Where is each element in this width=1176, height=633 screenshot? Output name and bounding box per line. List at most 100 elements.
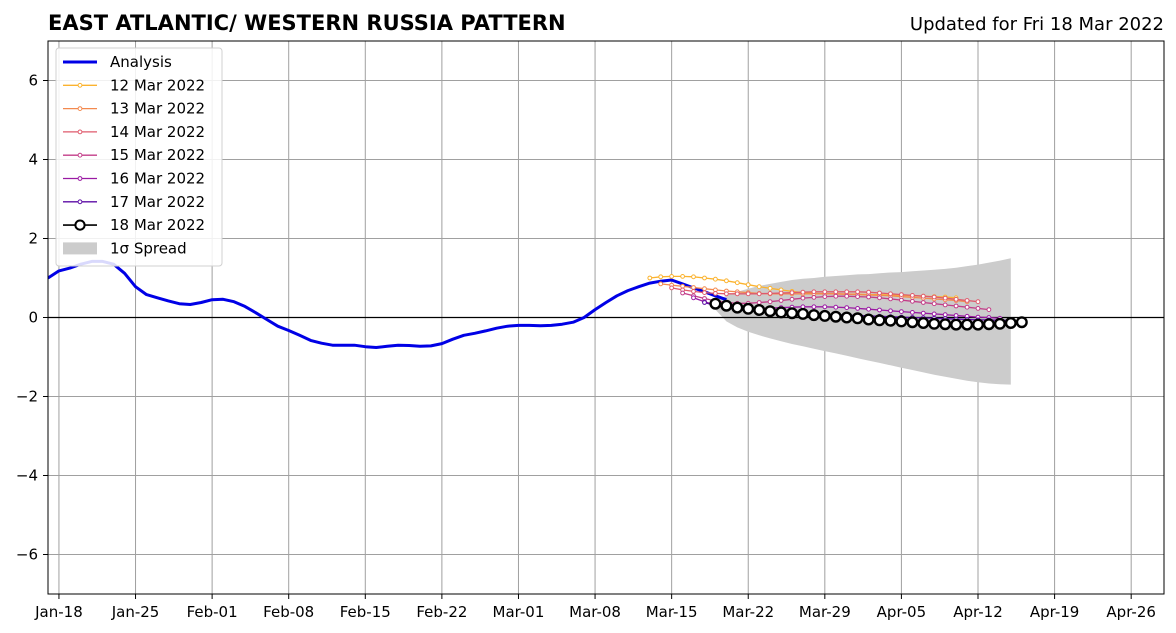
forecast-point: [800, 289, 806, 295]
forecast-point: [899, 309, 904, 315]
forecast-point: [931, 294, 937, 300]
y-tick-label: −2: [16, 388, 38, 406]
forecast-point: [796, 307, 809, 320]
forecast-point: [910, 293, 915, 298]
forecast-point: [953, 296, 959, 302]
forecast-point: [778, 290, 784, 296]
forecast-point: [709, 297, 722, 310]
x-tick-label: Feb-22: [416, 603, 467, 621]
legend-swatch: [63, 242, 97, 255]
legend-marker: [77, 82, 83, 88]
forecast-point: [910, 310, 915, 315]
forecast-point: [942, 302, 948, 308]
forecast-point: [691, 289, 696, 294]
forecast-point: [753, 304, 766, 317]
forecast-point: [756, 291, 762, 297]
forecast-point: [899, 297, 904, 303]
x-tick-label: Apr-19: [1030, 603, 1080, 621]
forecast-point: [939, 318, 952, 331]
forecast-point: [993, 317, 1006, 330]
y-tick-label: 6: [28, 72, 38, 90]
legend-box: [55, 47, 223, 267]
x-tick-label: Mar-08: [569, 603, 621, 621]
forecast-point: [866, 294, 871, 300]
forecast-point: [756, 300, 762, 305]
forecast-point: [680, 290, 685, 296]
forecast-point: [734, 291, 740, 297]
forecast-point: [833, 304, 839, 310]
forecast-point: [982, 318, 995, 331]
forecast-point: [855, 294, 860, 300]
forecast-point: [888, 308, 893, 314]
forecast-series-3: [669, 285, 981, 305]
forecast-point: [822, 294, 828, 300]
legend-entry: 18 Mar 2022: [63, 216, 205, 234]
forecast-point: [877, 295, 882, 301]
legend-marker: [77, 176, 83, 181]
forecast-point: [961, 318, 974, 331]
legend-marker: [77, 152, 83, 158]
forecast-point: [807, 309, 820, 322]
legend-entry: 13 Mar 2022: [63, 100, 205, 118]
legend-label: Analysis: [110, 53, 172, 71]
forecast-point: [669, 274, 674, 279]
x-tick-label: Feb-08: [263, 603, 314, 621]
x-tick-label: Jan-25: [111, 603, 160, 621]
forecast-point: [658, 281, 664, 287]
forecast-point: [928, 317, 941, 330]
forecast-point: [702, 286, 707, 292]
forecast-point: [888, 291, 893, 297]
forecast-point: [833, 289, 839, 295]
forecast-point: [942, 312, 948, 318]
forecast-point: [910, 298, 915, 304]
forecast-point: [895, 315, 908, 328]
forecast-point: [844, 293, 850, 299]
forecast-point: [811, 295, 817, 300]
forecast-point: [767, 285, 773, 291]
forecast-point: [734, 280, 740, 286]
x-tick-label: Apr-26: [1106, 603, 1156, 621]
forecast-point: [884, 314, 897, 327]
forecast-point: [789, 290, 795, 296]
forecast-point: [964, 304, 970, 310]
x-tick-label: Jan-18: [34, 603, 83, 621]
forecast-point: [888, 296, 893, 302]
x-tick-label: Mar-15: [646, 603, 698, 621]
y-tick-label: 4: [28, 151, 38, 169]
x-tick-label: Feb-01: [187, 603, 238, 621]
legend-entry: Analysis: [63, 53, 172, 71]
legend-marker: [77, 129, 83, 135]
forecast-point: [767, 291, 773, 296]
forecast-point: [942, 295, 948, 301]
legend-entry: 12 Mar 2022: [63, 76, 205, 94]
forecast-point: [833, 293, 839, 299]
forecast-point: [1015, 316, 1028, 329]
forecast-point: [669, 285, 674, 291]
forecast-point: [855, 289, 860, 295]
forecast-point: [822, 289, 828, 295]
forecast-point: [975, 306, 981, 311]
forecast-point: [720, 299, 733, 312]
legend-entry: 15 Mar 2022: [63, 146, 205, 164]
forecast-point: [786, 307, 799, 320]
forecast-point: [877, 290, 882, 296]
analysis-layer: [48, 259, 727, 349]
forecast-point: [877, 307, 882, 313]
legend-label: 18 Mar 2022: [110, 216, 205, 234]
forecast-point: [811, 304, 817, 310]
forecast-point: [964, 298, 970, 303]
forecast-point: [822, 304, 828, 310]
forecast-point: [1004, 317, 1017, 330]
forecast-point: [920, 293, 926, 299]
forecast-point: [829, 310, 842, 323]
x-tick-label: Apr-12: [953, 603, 1003, 621]
y-tick-label: −6: [16, 546, 38, 564]
forecast-point: [866, 306, 871, 312]
legend-marker: [77, 106, 83, 111]
forecast-point: [658, 274, 664, 280]
forecast-point: [713, 291, 718, 296]
forecast-point: [775, 306, 788, 319]
legend-label: 14 Mar 2022: [110, 123, 205, 141]
forecast-point: [724, 278, 729, 284]
